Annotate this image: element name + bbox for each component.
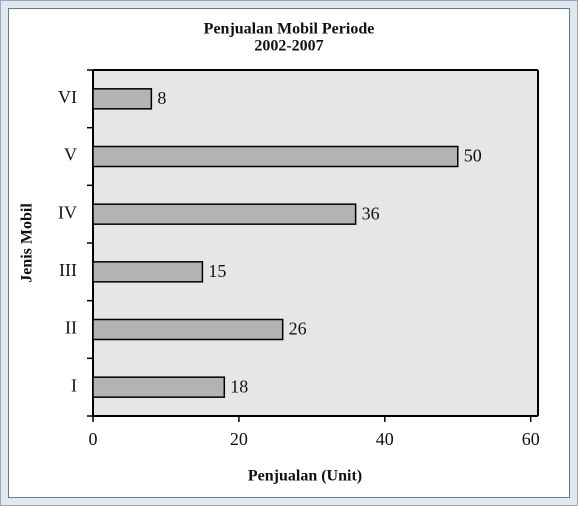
bar — [92, 318, 284, 341]
x-tick-label: 0 — [89, 429, 98, 449]
bar — [92, 88, 153, 110]
chart-title: 2002-2007 — [254, 38, 323, 55]
x-tick-label: 20 — [230, 429, 248, 449]
y-tick-label: III — [59, 260, 77, 280]
value-label: 36 — [362, 203, 380, 223]
value-label: 15 — [208, 261, 226, 281]
x-axis-label: Penjualan (Unit) — [248, 468, 362, 485]
value-label: 18 — [230, 376, 248, 396]
y-tick-label: IV — [58, 202, 77, 222]
y-axis-label: Jenis Mobil — [19, 203, 36, 283]
x-tick-label: 40 — [376, 429, 394, 449]
y-tick-label: II — [65, 318, 77, 338]
bar — [92, 203, 357, 225]
y-tick-label: I — [71, 375, 77, 395]
plot-area — [93, 70, 538, 416]
bar — [92, 261, 204, 283]
y-tick-label: VI — [58, 87, 77, 107]
x-tick-label: 60 — [522, 429, 540, 449]
value-label: 26 — [289, 319, 307, 339]
value-label: 50 — [464, 146, 482, 166]
bar — [92, 376, 226, 398]
value-label: 8 — [157, 88, 166, 108]
bar — [92, 145, 459, 168]
y-tick-label: V — [64, 145, 77, 165]
chart-title: Penjualan Mobil Periode — [204, 21, 375, 38]
